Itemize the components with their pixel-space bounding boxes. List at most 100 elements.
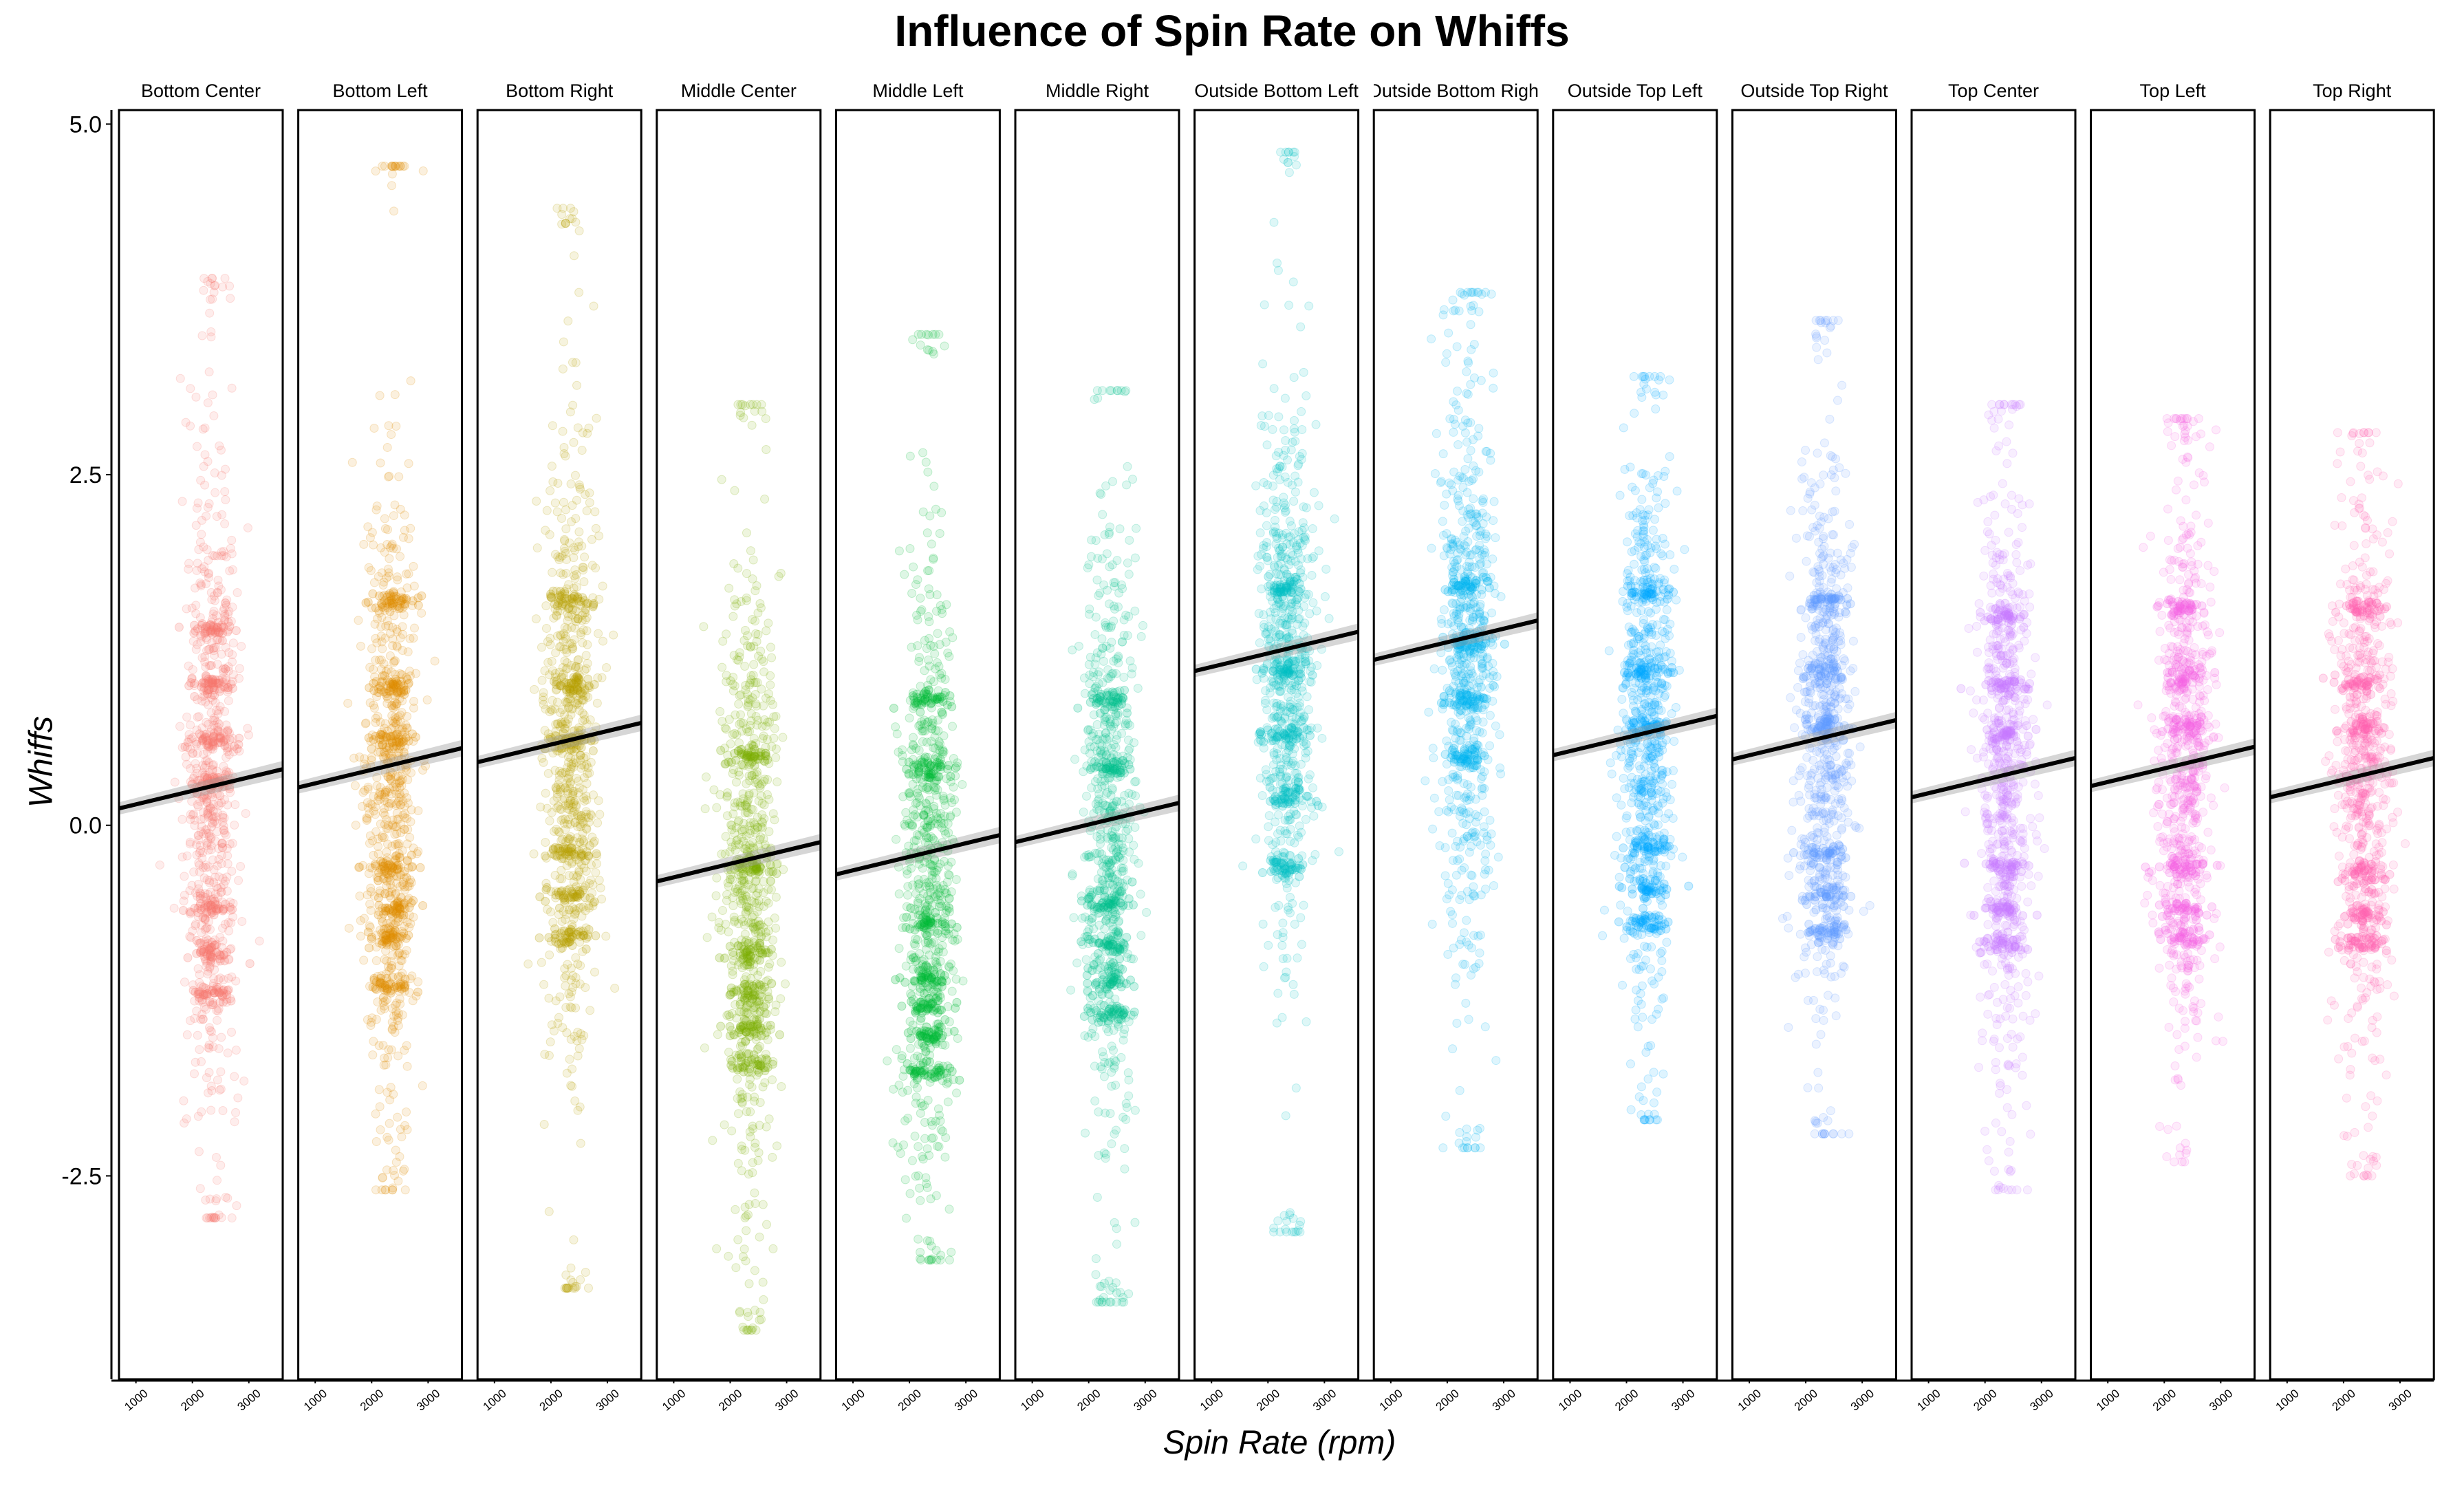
data-point	[740, 800, 750, 810]
data-point	[382, 616, 392, 626]
data-point	[733, 1075, 742, 1084]
data-point	[207, 625, 217, 635]
data-point	[739, 875, 748, 885]
data-point	[729, 987, 739, 997]
data-point	[182, 743, 192, 753]
data-point	[918, 724, 927, 733]
data-point	[755, 1061, 764, 1070]
data-point	[374, 1085, 384, 1094]
data-point	[737, 827, 747, 836]
data-point	[212, 678, 221, 688]
data-point	[365, 922, 375, 932]
data-point	[395, 603, 404, 613]
data-point	[584, 925, 594, 934]
data-point	[560, 895, 570, 905]
data-point	[557, 210, 567, 219]
data-point	[223, 1048, 233, 1058]
data-point	[752, 860, 761, 870]
data-point	[155, 860, 164, 870]
data-point	[761, 1028, 771, 1037]
data-point	[744, 991, 753, 1000]
data-point	[559, 845, 568, 854]
data-point	[581, 651, 591, 660]
data-point	[202, 740, 212, 750]
data-point	[413, 977, 423, 986]
data-point	[765, 959, 775, 969]
data-point	[586, 757, 596, 767]
data-point	[565, 937, 574, 947]
data-point	[180, 890, 189, 900]
data-point	[580, 762, 590, 771]
data-point	[184, 559, 194, 568]
data-point	[197, 682, 206, 692]
data-point	[195, 613, 205, 623]
data-point	[382, 681, 391, 691]
data-point	[900, 570, 909, 579]
data-point	[206, 887, 215, 897]
data-point	[585, 682, 595, 692]
data-point	[578, 695, 587, 704]
data-point	[371, 827, 381, 836]
data-point	[595, 810, 605, 819]
data-point	[366, 905, 376, 915]
data-point	[210, 872, 220, 882]
data-point	[360, 754, 369, 764]
data-point	[754, 929, 764, 938]
data-point	[566, 1081, 576, 1090]
data-point	[379, 659, 389, 669]
data-point	[389, 611, 399, 620]
data-point	[561, 930, 570, 940]
data-point	[202, 755, 212, 765]
data-point	[376, 978, 385, 988]
data-point	[565, 1002, 575, 1012]
data-point	[941, 929, 951, 938]
data-point	[744, 1068, 753, 1077]
data-point	[363, 890, 372, 900]
data-point	[386, 753, 396, 763]
data-point	[756, 647, 766, 656]
data-point	[391, 941, 401, 951]
data-point	[933, 947, 943, 957]
data-point	[551, 890, 561, 900]
data-point	[559, 629, 569, 638]
data-point	[398, 162, 408, 171]
data-point	[554, 775, 564, 785]
data-point	[929, 782, 939, 792]
data-point	[750, 761, 759, 770]
data-point	[744, 903, 753, 912]
data-point	[581, 809, 591, 819]
data-point	[572, 691, 581, 701]
data-point	[374, 796, 383, 806]
data-point	[958, 976, 968, 986]
data-point	[206, 587, 216, 597]
data-point	[573, 698, 583, 708]
data-point	[897, 1051, 907, 1061]
data-point	[376, 856, 386, 866]
data-point	[204, 720, 213, 729]
data-point	[221, 1192, 230, 1202]
data-point	[741, 909, 750, 918]
data-point	[565, 928, 574, 938]
data-point	[385, 678, 395, 687]
data-point	[382, 881, 391, 891]
data-point	[721, 919, 731, 929]
data-point	[756, 1061, 766, 1070]
data-point	[571, 514, 581, 523]
data-point	[742, 596, 751, 605]
data-point	[409, 561, 418, 571]
data-point	[389, 683, 398, 693]
data-point	[375, 886, 385, 896]
data-point	[210, 836, 220, 845]
data-point	[573, 423, 583, 433]
x-tick-label: 1000	[839, 1387, 867, 1414]
data-point	[404, 894, 413, 903]
data-point	[418, 166, 428, 175]
data-point	[564, 702, 574, 712]
data-point	[226, 294, 235, 303]
data-point	[766, 944, 776, 954]
data-point	[925, 617, 934, 627]
data-point	[570, 786, 579, 796]
data-point	[403, 680, 413, 689]
data-point	[356, 641, 365, 651]
data-point	[566, 678, 576, 688]
